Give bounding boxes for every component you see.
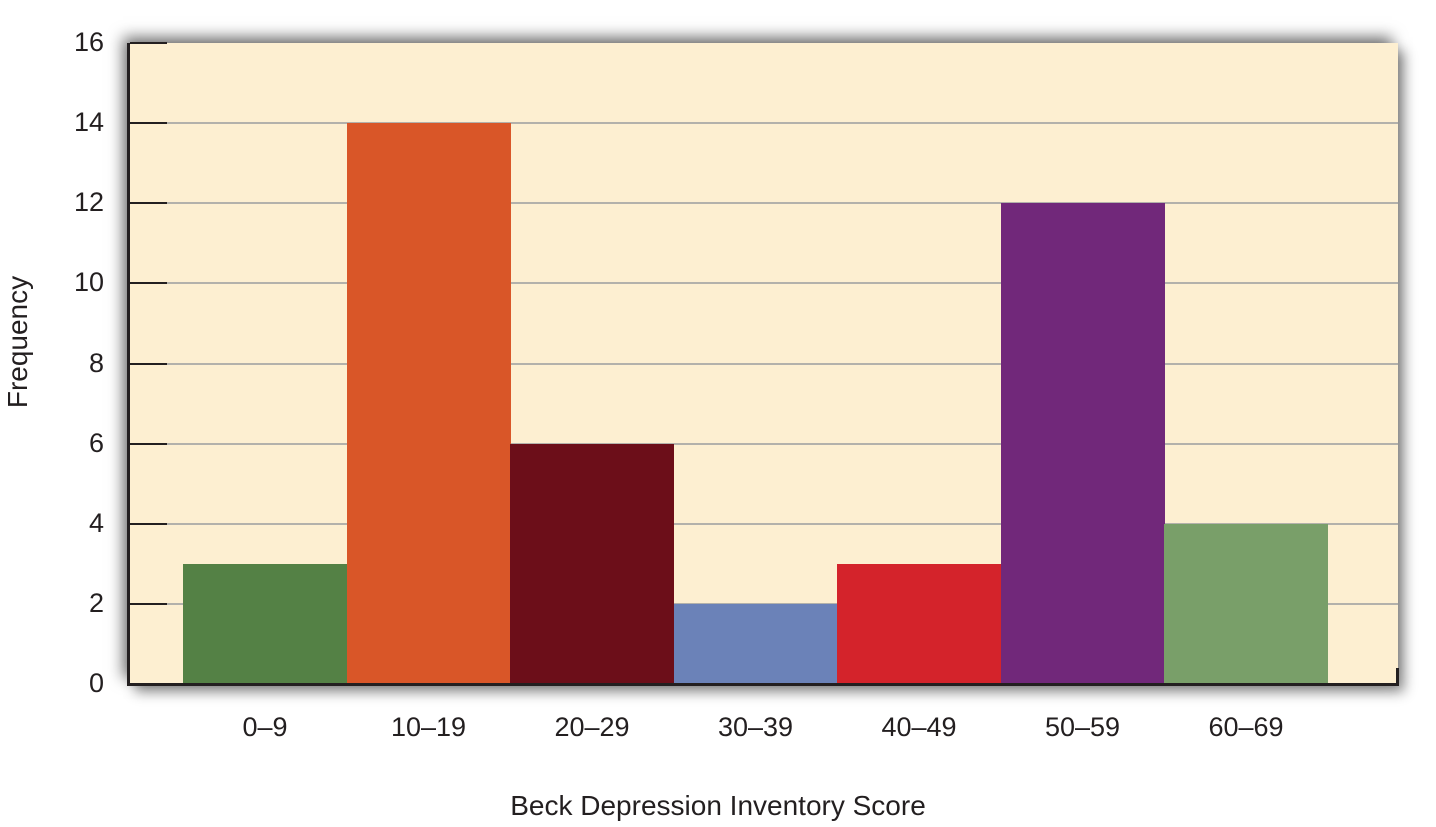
y-tick-mark — [130, 362, 167, 365]
gridline — [130, 122, 1398, 125]
x-axis-title: Beck Depression Inventory Score — [510, 790, 926, 821]
y-tick-label: 10 — [73, 267, 104, 298]
bar-0-9 — [183, 563, 347, 684]
y-tick-label: 4 — [88, 507, 104, 538]
x-axis-end-tick — [1396, 668, 1399, 686]
x-tick-label: 40–49 — [881, 712, 957, 742]
y-tick-mark — [130, 122, 167, 125]
y-tick-mark — [130, 202, 167, 205]
y-tick-label: 12 — [73, 187, 104, 218]
x-tick-label: 30–39 — [717, 712, 794, 742]
y-tick-label: 2 — [88, 587, 104, 618]
bar-10-19 — [346, 123, 511, 684]
bar-50-59 — [1000, 203, 1165, 684]
x-tick-label: 10–19 — [390, 712, 467, 742]
y-tick-label: 14 — [73, 107, 104, 138]
gridline — [130, 442, 1398, 445]
x-tick-label: 50–59 — [1044, 712, 1121, 742]
gridline — [130, 522, 1398, 525]
y-tick-mark — [130, 602, 167, 605]
gridline — [130, 202, 1398, 205]
y-tick-label: 6 — [88, 427, 104, 458]
y-axis-line — [127, 43, 130, 686]
bar-20-29 — [510, 443, 674, 684]
bar-40-49 — [837, 563, 1001, 684]
y-tick-mark — [130, 442, 167, 445]
x-tick-label: 20–29 — [554, 712, 630, 742]
gridline — [130, 282, 1398, 285]
bar-30-39 — [673, 603, 838, 684]
y-tick-mark — [130, 282, 167, 285]
y-tick-label: 16 — [73, 27, 104, 57]
y-tick-mark — [130, 42, 167, 44]
y-tick-label: 0 — [88, 668, 104, 698]
y-axis-title: Frequency — [2, 275, 33, 409]
bar-60-69 — [1164, 523, 1328, 684]
y-tick-label: 8 — [88, 347, 104, 378]
x-tick-label: 60–69 — [1208, 712, 1284, 742]
y-tick-mark — [130, 522, 167, 525]
gridline — [130, 362, 1398, 365]
x-tick-label: 0–9 — [242, 712, 288, 742]
x-axis-line — [127, 683, 1399, 686]
